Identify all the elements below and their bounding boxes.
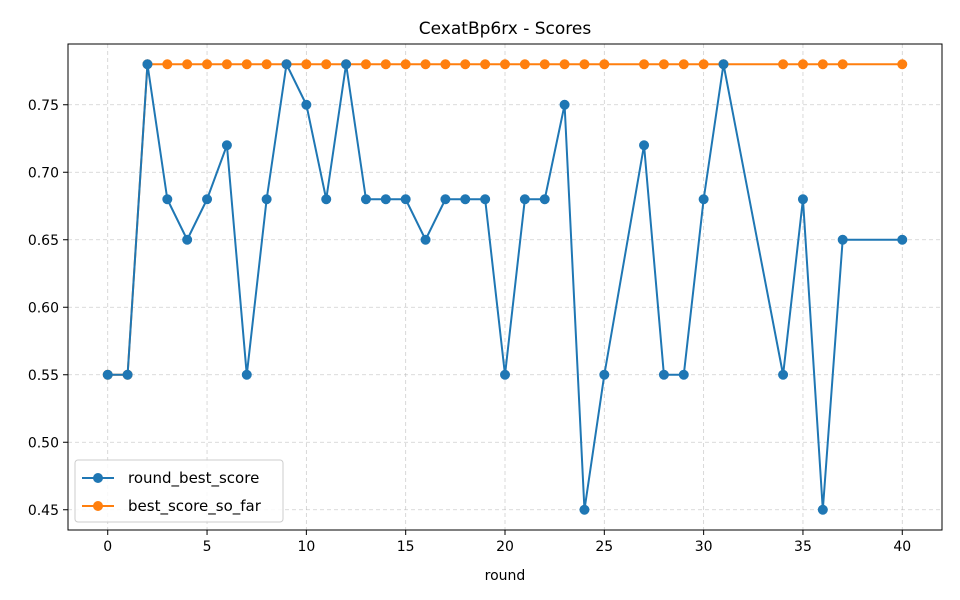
- legend-marker-best-score-so-far: [93, 501, 103, 511]
- data-point-round-best-score: [122, 369, 133, 380]
- data-point-best-score-so-far: [837, 59, 848, 70]
- data-point-round-best-score: [241, 369, 252, 380]
- data-point-round-best-score: [837, 234, 848, 245]
- data-point-round-best-score: [500, 369, 510, 380]
- data-point-best-score-so-far: [658, 59, 669, 70]
- data-point-best-score-so-far: [500, 59, 510, 70]
- data-point-round-best-score: [480, 194, 491, 205]
- data-point-best-score-so-far: [519, 59, 530, 70]
- series-round-best-score: [102, 59, 908, 515]
- data-point-best-score-so-far: [579, 59, 590, 70]
- data-point-round-best-score: [897, 234, 908, 245]
- data-point-best-score-so-far: [817, 59, 828, 70]
- data-point-round-best-score: [639, 140, 650, 151]
- legend: round_best_score best_score_so_far: [74, 459, 284, 523]
- y-tick-label: 0.65: [28, 233, 59, 249]
- x-tick-label: 5: [203, 539, 212, 555]
- data-point-best-score-so-far: [360, 59, 371, 70]
- data-point-round-best-score: [440, 194, 451, 205]
- data-point-round-best-score: [142, 59, 153, 70]
- data-point-best-score-so-far: [162, 59, 173, 70]
- data-point-best-score-so-far: [241, 59, 252, 70]
- data-point-round-best-score: [420, 234, 431, 245]
- data-point-round-best-score: [778, 369, 789, 380]
- x-tick-label: 25: [595, 539, 613, 555]
- legend-marker-round-best-score: [93, 473, 103, 483]
- data-point-round-best-score: [360, 194, 371, 205]
- grid: [68, 44, 942, 530]
- data-point-best-score-so-far: [400, 59, 411, 70]
- series-layer: [102, 59, 908, 515]
- data-point-best-score-so-far: [420, 59, 431, 70]
- data-point-best-score-so-far: [539, 59, 550, 70]
- legend-label-best-score-so-far: best_score_so_far: [128, 497, 262, 516]
- data-point-best-score-so-far: [261, 59, 272, 70]
- series-line-round-best-score: [107, 63, 903, 511]
- data-point-best-score-so-far: [202, 59, 213, 70]
- data-point-round-best-score: [579, 504, 590, 515]
- x-tick-label: 30: [695, 539, 713, 555]
- chart-title: CexatBp6rx - Scores: [419, 19, 592, 39]
- x-tick-label: 10: [297, 539, 315, 555]
- data-point-round-best-score: [698, 194, 709, 205]
- data-point-round-best-score: [182, 234, 193, 245]
- y-tick-label: 0.50: [28, 435, 59, 451]
- data-point-round-best-score: [678, 369, 689, 380]
- data-point-best-score-so-far: [321, 59, 332, 70]
- data-point-round-best-score: [162, 194, 173, 205]
- data-point-round-best-score: [321, 194, 332, 205]
- data-point-round-best-score: [380, 194, 391, 205]
- y-tick-label: 0.60: [28, 300, 59, 316]
- y-tick-label: 0.70: [28, 165, 59, 181]
- data-point-round-best-score: [797, 194, 808, 205]
- data-point-round-best-score: [519, 194, 530, 205]
- data-point-round-best-score: [261, 194, 272, 205]
- data-point-best-score-so-far: [897, 59, 908, 70]
- data-point-best-score-so-far: [380, 59, 391, 70]
- x-tick-label: 15: [397, 539, 415, 555]
- data-point-round-best-score: [301, 99, 312, 110]
- data-point-round-best-score: [221, 140, 232, 151]
- x-tick-label: 0: [103, 539, 112, 555]
- data-point-best-score-so-far: [639, 59, 650, 70]
- data-point-best-score-so-far: [440, 59, 451, 70]
- data-point-round-best-score: [341, 59, 352, 70]
- data-point-best-score-so-far: [599, 59, 610, 70]
- data-point-best-score-so-far: [559, 59, 570, 70]
- x-axis-ticks: 0 5 10 15 20 25 30 35 40: [103, 530, 911, 555]
- y-axis-ticks: 0.45 0.50 0.55 0.60 0.65 0.70 0.75: [28, 98, 68, 519]
- x-tick-label: 20: [496, 539, 514, 555]
- data-point-best-score-so-far: [221, 59, 232, 70]
- data-point-round-best-score: [460, 194, 471, 205]
- data-point-best-score-so-far: [778, 59, 789, 70]
- data-point-best-score-so-far: [460, 59, 471, 70]
- y-tick-label: 0.45: [28, 503, 59, 519]
- data-point-best-score-so-far: [678, 59, 689, 70]
- data-point-round-best-score: [718, 59, 729, 70]
- data-point-round-best-score: [658, 369, 669, 380]
- data-point-best-score-so-far: [182, 59, 193, 70]
- y-tick-label: 0.75: [28, 98, 59, 114]
- data-point-round-best-score: [817, 504, 828, 515]
- data-point-best-score-so-far: [480, 59, 491, 70]
- legend-box: [74, 459, 284, 523]
- data-point-best-score-so-far: [797, 59, 808, 70]
- data-point-round-best-score: [281, 59, 292, 70]
- x-axis-label: round: [485, 568, 526, 584]
- series-best-score-so-far: [102, 59, 908, 380]
- data-point-round-best-score: [599, 369, 610, 380]
- data-point-round-best-score: [400, 194, 411, 205]
- data-point-round-best-score: [102, 369, 113, 380]
- x-tick-label: 35: [794, 539, 812, 555]
- data-point-best-score-so-far: [698, 59, 709, 70]
- data-point-round-best-score: [559, 99, 570, 110]
- y-tick-label: 0.55: [28, 368, 59, 384]
- data-point-round-best-score: [202, 194, 213, 205]
- legend-label-round-best-score: round_best_score: [128, 469, 259, 488]
- data-point-best-score-so-far: [301, 59, 312, 70]
- x-tick-label: 40: [893, 539, 911, 555]
- data-point-round-best-score: [539, 194, 550, 205]
